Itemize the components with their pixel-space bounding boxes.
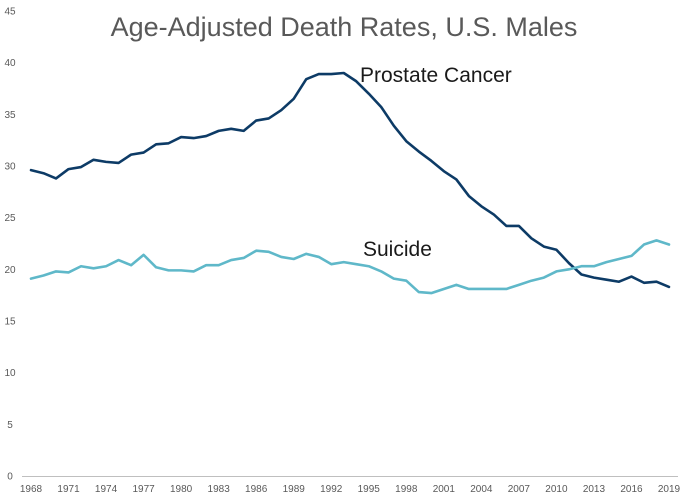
x-tick-label: 1998 [395, 484, 418, 495]
y-tick-label: 30 [4, 162, 16, 173]
x-tick-label: 2019 [658, 484, 681, 495]
chart-title: Age-Adjusted Death Rates, U.S. Males [111, 12, 578, 42]
series-label-suicide: Suicide [363, 238, 432, 261]
series-line-suicide [29, 239, 671, 295]
y-axis-tick-labels: 0 5 10 15 20 25 30 35 40 45 [4, 7, 16, 483]
x-tick-label: 1989 [283, 484, 306, 495]
x-axis-tick-labels: 1968 1971 1974 1977 1980 1983 1986 1989 1992 1995… [20, 484, 681, 495]
x-tick-label: 1992 [320, 484, 343, 495]
x-tick-label: 1968 [20, 484, 43, 495]
x-tick-label: 1977 [132, 484, 155, 495]
y-tick-label: 25 [4, 213, 16, 224]
x-tick-label: 2001 [433, 484, 456, 495]
x-tick-label: 2007 [508, 484, 531, 495]
x-tick-label: 1974 [95, 484, 118, 495]
x-tick-label: 2016 [620, 484, 643, 495]
y-tick-label: 10 [4, 368, 16, 379]
y-tick-label: 0 [7, 472, 13, 483]
series-lines [29, 71, 671, 295]
series-line-prostate-cancer [29, 71, 671, 289]
y-tick-label: 5 [7, 420, 13, 431]
x-tick-label: 1980 [170, 484, 193, 495]
x-tick-label: 1971 [57, 484, 80, 495]
y-tick-label: 20 [4, 265, 16, 276]
x-tick-label: 2010 [545, 484, 568, 495]
y-tick-label: 40 [4, 58, 16, 69]
series-labels: Prostate Cancer Suicide [360, 64, 512, 261]
y-tick-label: 35 [4, 110, 16, 121]
x-tick-label: 1986 [245, 484, 268, 495]
y-tick-label: 15 [4, 317, 16, 328]
x-tick-label: 2004 [470, 484, 493, 495]
x-tick-label: 1983 [208, 484, 231, 495]
y-tick-label: 45 [4, 7, 16, 18]
series-label-prostate-cancer: Prostate Cancer [360, 64, 512, 87]
x-tick-label: 1995 [358, 484, 381, 495]
x-tick-label: 2013 [583, 484, 606, 495]
